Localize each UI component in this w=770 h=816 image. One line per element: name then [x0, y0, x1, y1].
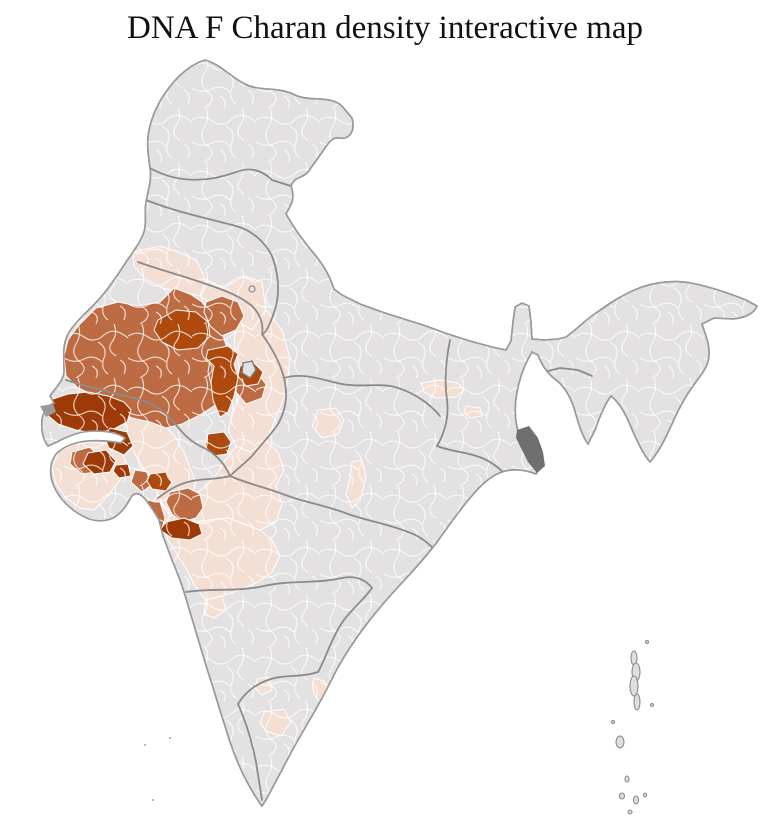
district-border-mesh — [41, 60, 757, 806]
chandigarh-district[interactable] — [248, 285, 256, 293]
map-title: DNA F Charan density interactive map — [127, 10, 643, 46]
sir-creek-mark — [40, 404, 56, 417]
state-boundaries — [65, 167, 593, 801]
delhi-district[interactable] — [241, 360, 257, 379]
sundarbans-delta — [516, 426, 545, 473]
island-chains — [144, 639, 655, 815]
